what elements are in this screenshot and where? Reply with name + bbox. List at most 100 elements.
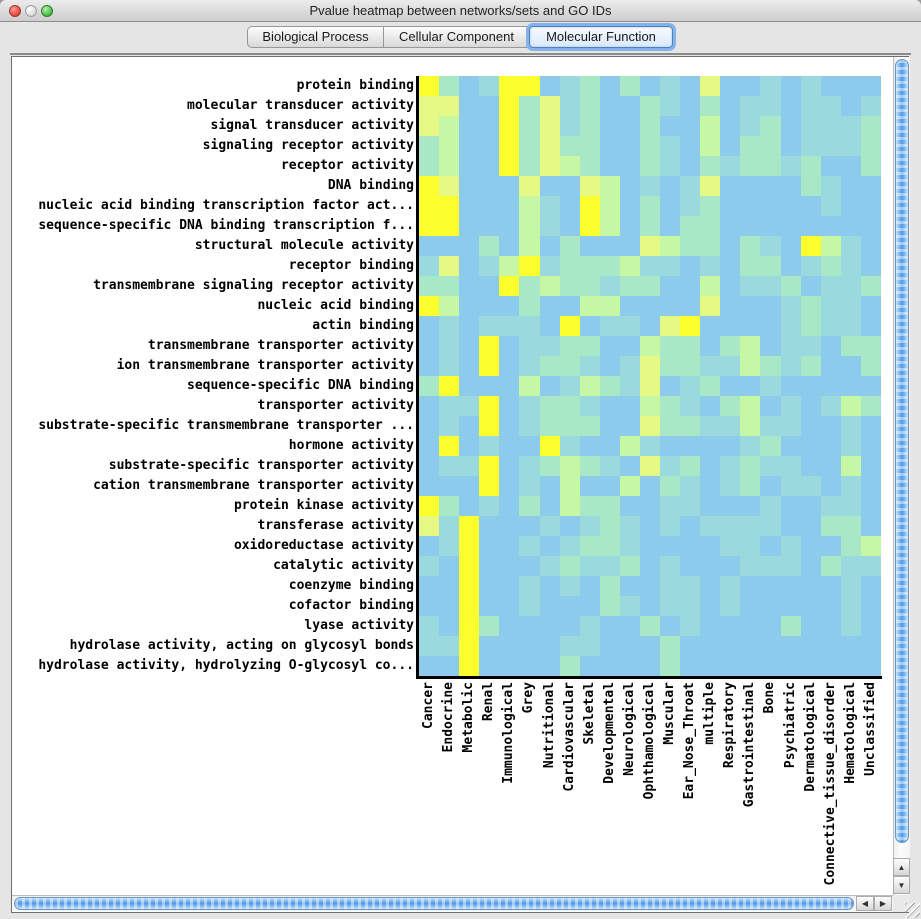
heatmap-cell bbox=[840, 196, 861, 216]
column-label: multiple bbox=[702, 682, 718, 745]
heatmap-cell bbox=[760, 536, 781, 556]
scroll-left-button[interactable]: ◀ bbox=[856, 896, 874, 911]
heatmap-cell bbox=[639, 656, 661, 676]
heatmap-cell bbox=[639, 96, 661, 116]
heatmap-cell bbox=[499, 436, 520, 456]
heatmap-cell bbox=[439, 356, 460, 376]
heatmap-cell bbox=[559, 636, 580, 656]
heatmap-cell bbox=[740, 656, 761, 676]
heatmap-cell bbox=[439, 596, 460, 616]
heatmap-cell bbox=[800, 516, 821, 536]
heatmap-cell bbox=[419, 656, 440, 676]
heatmap-cell bbox=[680, 416, 701, 436]
heatmap-cell bbox=[820, 376, 841, 396]
heatmap-cell bbox=[860, 176, 881, 196]
heatmap-cell bbox=[720, 496, 741, 516]
heatmap-cell bbox=[840, 436, 861, 456]
heatmap-cell bbox=[579, 416, 600, 436]
vertical-scrollbar[interactable]: ▲ ▼ bbox=[893, 57, 910, 895]
scroll-right-button[interactable]: ▶ bbox=[874, 896, 892, 911]
heatmap-cell bbox=[559, 156, 580, 176]
heatmap-cell bbox=[760, 236, 781, 256]
heatmap-cell bbox=[439, 516, 460, 536]
heatmap-cell bbox=[820, 636, 841, 656]
heatmap-cell bbox=[680, 536, 701, 556]
heatmap-cell bbox=[579, 236, 600, 256]
heatmap-cell bbox=[479, 496, 500, 516]
column-label: Psychiatric bbox=[782, 682, 798, 769]
heatmap-cell bbox=[519, 76, 540, 96]
heatmap-cell bbox=[479, 576, 500, 596]
vertical-scrollbar-thumb[interactable] bbox=[895, 59, 909, 843]
heatmap-cell bbox=[660, 396, 681, 416]
heatmap-cell bbox=[619, 356, 640, 376]
row-label: sequence-specific DNA binding bbox=[187, 378, 414, 393]
resize-grip-icon[interactable] bbox=[905, 903, 920, 918]
heatmap-cell bbox=[519, 556, 540, 576]
heatmap-cell bbox=[499, 116, 520, 136]
heatmap-cell bbox=[439, 156, 460, 176]
scroll-down-button[interactable]: ▼ bbox=[893, 876, 910, 894]
heatmap-cell bbox=[559, 296, 580, 316]
heatmap-cell bbox=[639, 76, 661, 96]
column-label: Unclassified bbox=[862, 682, 878, 776]
horizontal-scrollbar[interactable]: ◀ ▶ bbox=[12, 895, 893, 911]
heatmap-cell bbox=[539, 576, 560, 596]
down-arrow-icon: ▼ bbox=[897, 881, 906, 890]
heatmap-cell bbox=[459, 356, 480, 376]
heatmap-cell bbox=[579, 136, 600, 156]
heatmap-cell bbox=[599, 396, 620, 416]
horizontal-scrollbar-thumb[interactable] bbox=[14, 897, 854, 910]
heatmap-cell bbox=[459, 576, 480, 596]
heatmap-cell bbox=[820, 616, 841, 636]
minimize-button-icon[interactable] bbox=[25, 5, 37, 17]
heatmap-cell bbox=[519, 396, 540, 416]
heatmap-cell bbox=[619, 216, 640, 236]
heatmap-cell bbox=[860, 556, 881, 576]
heatmap-cell bbox=[740, 156, 761, 176]
heatmap-cell bbox=[479, 176, 500, 196]
heatmap-cell bbox=[619, 116, 640, 136]
row-label: nucleic acid binding transcription facto… bbox=[38, 198, 414, 213]
title-bar[interactable]: Pvalue heatmap between networks/sets and… bbox=[0, 0, 921, 22]
heatmap-cell bbox=[619, 496, 640, 516]
heatmap-cell bbox=[760, 396, 781, 416]
heatmap-cell bbox=[740, 256, 761, 276]
heatmap-cell bbox=[479, 356, 500, 376]
close-button-icon[interactable] bbox=[9, 5, 21, 17]
tab-biological-process[interactable]: Biological Process bbox=[247, 26, 383, 48]
column-label: Ear_Nose_Throat bbox=[682, 682, 698, 800]
heatmap-cell bbox=[720, 256, 741, 276]
heatmap-cell bbox=[860, 536, 881, 556]
heatmap-cell bbox=[639, 536, 661, 556]
scroll-up-button[interactable]: ▲ bbox=[893, 858, 910, 876]
heatmap-cell bbox=[599, 656, 620, 676]
heatmap-cell bbox=[760, 476, 781, 496]
heatmap-cell bbox=[639, 576, 661, 596]
heatmap-cell bbox=[559, 176, 580, 196]
heatmap-cell bbox=[459, 336, 480, 356]
heatmap-cell bbox=[539, 356, 560, 376]
heatmap-cell bbox=[680, 256, 701, 276]
heatmap-cell bbox=[700, 296, 721, 316]
heatmap-cell bbox=[639, 276, 661, 296]
tab-bar: Biological Process Cellular Component Mole… bbox=[247, 26, 673, 48]
heatmap-cell bbox=[660, 136, 681, 156]
heatmap-cell bbox=[740, 96, 761, 116]
heatmap-cell bbox=[680, 496, 701, 516]
heatmap-cell bbox=[479, 156, 500, 176]
row-label: transmembrane transporter activity bbox=[147, 338, 414, 353]
heatmap-cell bbox=[800, 316, 821, 336]
heatmap-cell bbox=[459, 476, 480, 496]
heatmap-cell bbox=[639, 216, 661, 236]
heatmap-cell bbox=[840, 116, 861, 136]
heatmap-cell bbox=[619, 436, 640, 456]
heatmap-cell bbox=[419, 116, 440, 136]
heatmap-cell bbox=[559, 216, 580, 236]
heatmap-cell bbox=[820, 276, 841, 296]
heatmap-cell bbox=[639, 296, 661, 316]
zoom-button-icon[interactable] bbox=[41, 5, 53, 17]
heatmap-cell bbox=[599, 276, 620, 296]
tab-molecular-function[interactable]: Molecular Function bbox=[529, 26, 673, 48]
tab-cellular-component[interactable]: Cellular Component bbox=[383, 26, 529, 48]
